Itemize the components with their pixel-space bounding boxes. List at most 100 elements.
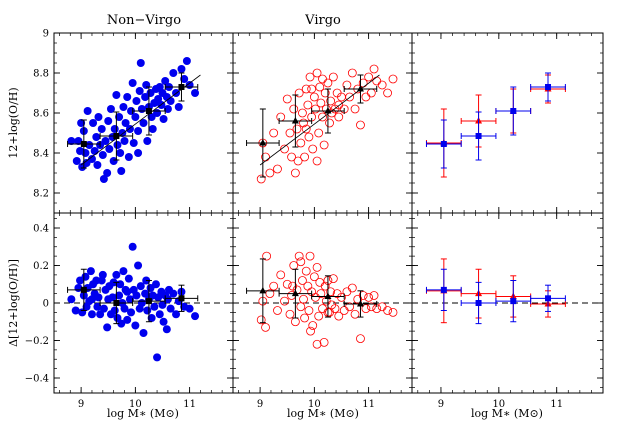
non-virgo-point [109, 157, 118, 165]
non-virgo-point [94, 113, 103, 121]
non-virgo-point [134, 261, 143, 270]
virgo-point [334, 311, 344, 321]
non-virgo-point [132, 291, 141, 300]
non-virgo-point [139, 329, 148, 337]
non-virgo-point [127, 308, 136, 317]
y-tick-label: −0.2 [25, 336, 49, 347]
non-virgo-point [135, 87, 144, 95]
y-axis-label-bottom: Δ[12+log(O/H)] [7, 259, 20, 347]
virgo-point [364, 72, 374, 82]
y-tick-label: 0.4 [33, 224, 49, 235]
non-virgo-point [137, 299, 146, 307]
non-virgo-point [92, 133, 101, 141]
non-virgo-point [148, 125, 157, 133]
non-virgo-point [141, 289, 150, 298]
panel-frame [232, 32, 413, 214]
non-virgo-point [155, 83, 164, 91]
virgo-point [366, 302, 376, 312]
non-virgo-point [104, 117, 113, 125]
non-virgo-point [123, 287, 132, 296]
x-tick-label: 9 [78, 399, 84, 410]
virgo-point [358, 291, 368, 300]
virgo-point [312, 156, 322, 166]
virgo-point [314, 128, 324, 138]
non-virgo-point [137, 105, 146, 113]
non-virgo-point [147, 314, 156, 322]
panel-bottom-1 [53, 212, 234, 394]
x-tick-label: 11 [183, 399, 196, 410]
virgo-point [261, 322, 270, 332]
virgo-binned-marker [356, 85, 364, 92]
non-virgo-point [81, 149, 90, 157]
virgo-point [309, 92, 319, 102]
non-virgo-binned-marker [545, 295, 552, 302]
non-virgo-point [180, 75, 189, 83]
virgo-point [326, 287, 336, 297]
non-virgo-point [112, 270, 121, 279]
virgo-point [320, 281, 330, 291]
virgo-point [330, 304, 340, 314]
non-virgo-point [87, 155, 96, 163]
y-tick-label: 8.4 [33, 149, 49, 160]
non-virgo-point [166, 97, 175, 105]
virgo-point [337, 292, 346, 302]
virgo-point [296, 302, 306, 312]
virgo-point [347, 283, 357, 293]
virgo-point [364, 292, 374, 302]
panel-top-2 [232, 32, 413, 214]
virgo-point [265, 289, 275, 299]
virgo-point [298, 276, 307, 285]
virgo-point [280, 144, 289, 154]
non-virgo-point [110, 125, 119, 133]
virgo-point [301, 266, 311, 276]
virgo-binned-marker [356, 299, 364, 307]
non-virgo-point [93, 161, 102, 169]
panel-bottom-3 [411, 212, 604, 394]
non-virgo-point [143, 306, 152, 315]
non-virgo-point [96, 310, 105, 319]
non-virgo-point [132, 97, 141, 105]
non-virgo-point [110, 306, 119, 315]
virgo-point [377, 80, 387, 90]
y-tick-label: −0.4 [25, 374, 49, 385]
panel-frame [411, 212, 604, 394]
non-virgo-point [86, 267, 95, 276]
non-virgo-binned-marker [440, 141, 447, 147]
non-virgo-point [105, 145, 114, 153]
virgo-point [383, 88, 392, 98]
y-tick-label: 8.2 [33, 189, 49, 200]
virgo-point [325, 118, 334, 128]
virgo-point [309, 272, 319, 282]
non-virgo-point [93, 302, 102, 311]
non-virgo-point [174, 103, 183, 111]
virgo-point [319, 140, 329, 150]
virgo-point [262, 251, 272, 261]
x-tick-label: 11 [362, 399, 375, 410]
virgo-point [350, 309, 360, 319]
virgo-point [388, 74, 398, 84]
non-virgo-point [115, 113, 124, 121]
non-virgo-point [99, 175, 108, 183]
non-virgo-point [191, 89, 200, 97]
y-tick-label: 9 [43, 29, 49, 40]
virgo-point [369, 64, 379, 74]
virgo-point [350, 104, 360, 114]
non-virgo-point [139, 119, 148, 127]
non-virgo-point [113, 141, 122, 149]
virgo-point [282, 279, 292, 289]
non-virgo-point [72, 157, 81, 165]
non-virgo-point [169, 289, 178, 298]
non-virgo-point [119, 267, 128, 276]
non-virgo-point [87, 310, 96, 319]
non-virgo-point [155, 310, 164, 319]
virgo-point [314, 311, 324, 321]
panel-top-3 [411, 32, 604, 214]
fit-line [259, 74, 380, 166]
non-virgo-point [159, 317, 168, 326]
non-virgo-point [124, 274, 133, 283]
virgo-point [301, 124, 311, 134]
virgo-point [290, 317, 300, 327]
non-virgo-point [89, 119, 98, 127]
non-virgo-binned-marker [178, 84, 185, 90]
